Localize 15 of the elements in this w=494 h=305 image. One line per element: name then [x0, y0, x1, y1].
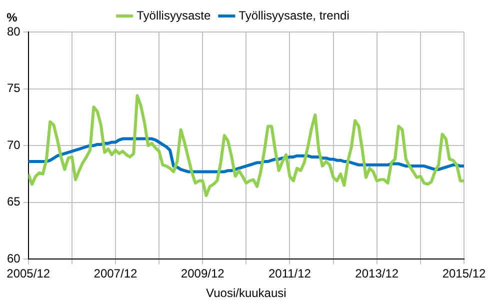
y-tick-label: 70 [6, 138, 21, 152]
legend-label: Työllisyysaste, trendi [238, 8, 350, 22]
x-tick-label: 2009/12 [180, 266, 225, 281]
x-tick-label: 2007/12 [94, 266, 138, 281]
y-tick-label: 60 [6, 252, 21, 266]
y-axis-title: % [6, 10, 18, 24]
legend-label: Työllisyysaste [136, 8, 211, 22]
y-tick-label: 75 [6, 81, 21, 96]
x-tick-label: 2011/12 [268, 266, 312, 281]
y-tick-label: 80 [6, 24, 21, 38]
x-tick-label: 2013/12 [355, 266, 399, 281]
y-tick-label: 65 [6, 194, 21, 209]
x-tick-label: 2015/12 [442, 266, 486, 281]
x-tick-label: 2005/12 [6, 266, 50, 281]
x-axis-title: Vuosi/kuukausi [206, 286, 286, 300]
